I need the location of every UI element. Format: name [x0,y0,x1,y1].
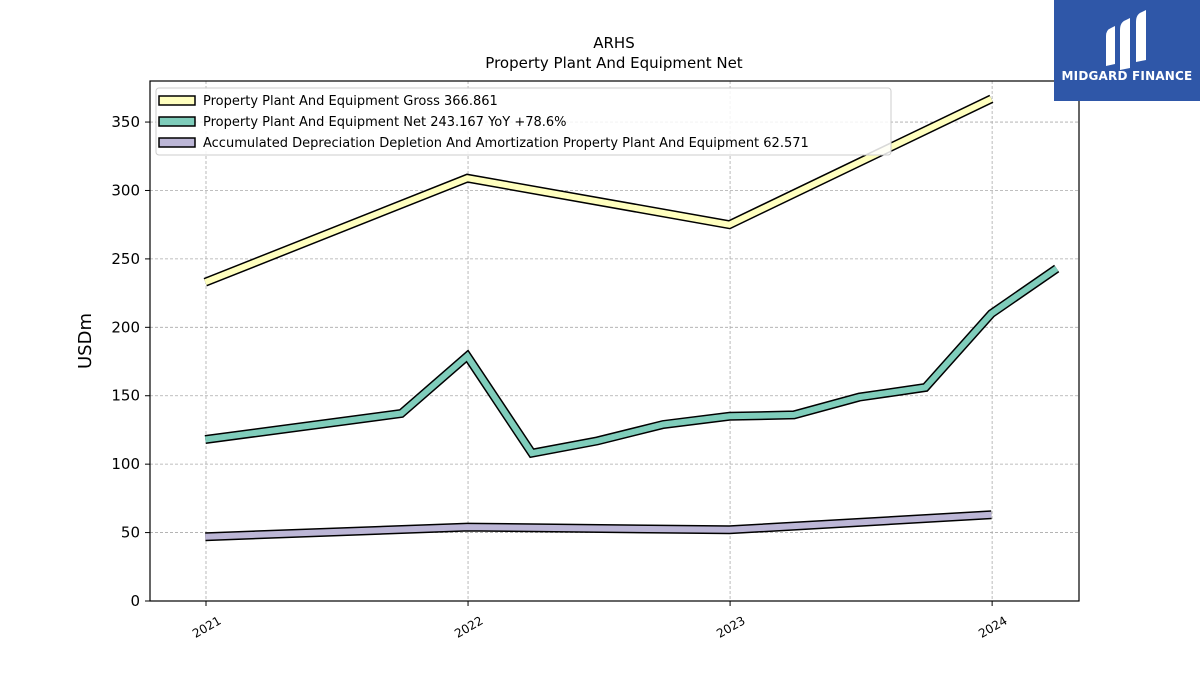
chart-title: ARHS [593,34,634,52]
y-tick-label: 0 [130,592,140,610]
logo-text: MIDGARD FINANCE [1054,69,1200,83]
y-tick-label: 100 [111,455,140,473]
x-tick-label: 2024 [976,613,1009,640]
y-axis-ticks: 0 50 100 150 200 250 300 350 [111,113,150,610]
series-lines [205,99,1056,537]
legend-swatch-1 [159,117,195,126]
x-tick-label: 2021 [190,613,223,640]
legend-label-2: Accumulated Depreciation Depletion And A… [203,136,809,151]
legend-label-0: Property Plant And Equipment Gross 366.8… [203,94,498,109]
logo-mark-icon [1054,0,1200,70]
y-tick-label: 150 [111,387,140,405]
y-tick-label: 50 [121,524,140,542]
plot-frame [150,81,1079,601]
grid-lines [150,81,1079,601]
y-tick-label: 350 [111,113,140,131]
chart: ARHS Property Plant And Equipment Net US… [0,0,1200,675]
series-line-1 [205,269,1056,454]
legend: Property Plant And Equipment Gross 366.8… [156,88,891,155]
x-tick-label: 2023 [714,613,747,640]
x-tick-label: 2022 [452,613,485,640]
legend-swatch-0 [159,96,195,105]
chart-subtitle: Property Plant And Equipment Net [485,54,742,72]
y-axis-label: USDm [75,313,96,369]
midgard-finance-logo: MIDGARD FINANCE [1054,0,1200,101]
legend-label-1: Property Plant And Equipment Net 243.167… [203,115,567,130]
y-tick-label: 200 [111,318,140,336]
y-tick-label: 250 [111,250,140,268]
x-axis-ticks: 2021 2022 2023 2024 [190,601,1010,641]
y-tick-label: 300 [111,181,140,199]
legend-swatch-2 [159,138,195,147]
